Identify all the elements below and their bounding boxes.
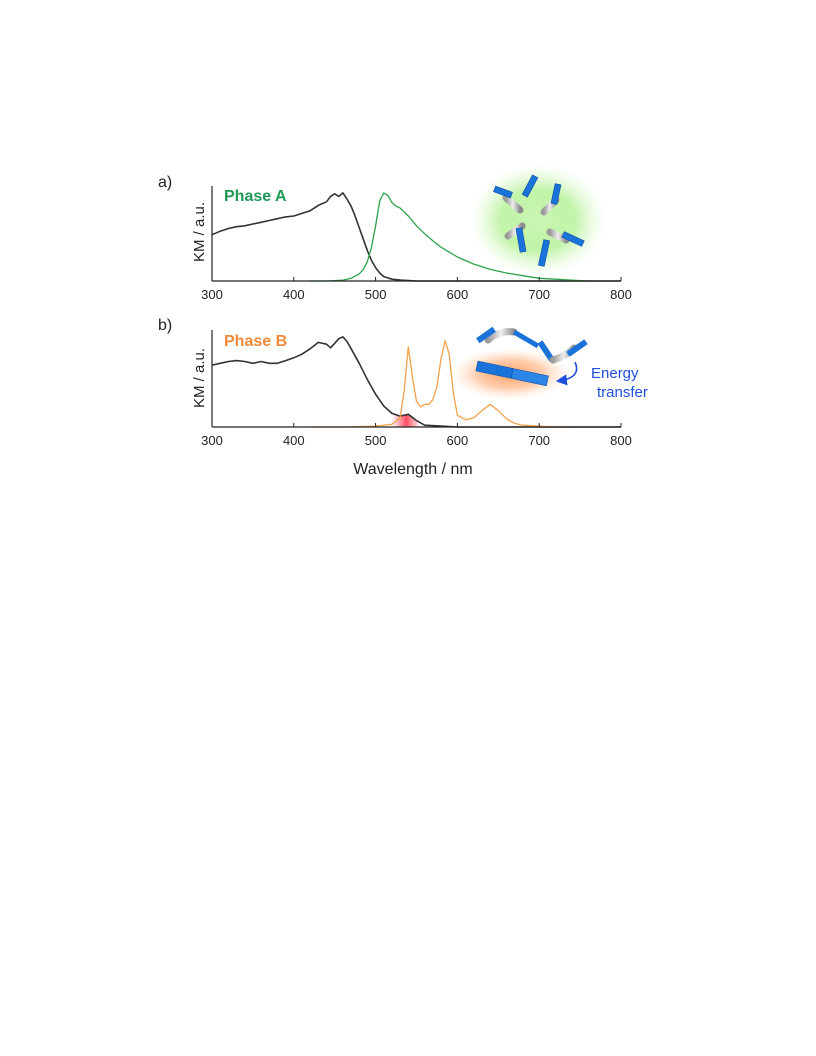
green-glow-molecule-icon bbox=[470, 164, 606, 276]
x-axis-label: Wavelength / nm bbox=[353, 461, 472, 478]
x-tick-label-a-300: 300 bbox=[201, 287, 223, 302]
panel-a: a) KM / a.u. 300 400 500 600 70 bbox=[158, 164, 632, 302]
panel-label-b: b) bbox=[158, 317, 172, 334]
x-tick-label-b-800: 800 bbox=[610, 433, 632, 448]
energy-transfer-arrow bbox=[555, 361, 578, 386]
plot-area-a: 300 400 500 600 700 800 bbox=[201, 186, 632, 302]
spectral-overlap-b bbox=[392, 413, 421, 427]
x-tick-label-a-600: 600 bbox=[447, 287, 469, 302]
emission-line-b bbox=[310, 339, 572, 428]
x-tick-label-b-600: 600 bbox=[447, 433, 469, 448]
x-tick-label-b-300: 300 bbox=[201, 433, 223, 448]
panel-b: b) KM / a.u. Energy transfer 300 400 500 60… bbox=[158, 317, 648, 478]
phase-b-title: Phase B bbox=[224, 333, 287, 350]
x-tick-label-b-500: 500 bbox=[365, 433, 387, 448]
x-tick-label-b-700: 700 bbox=[528, 433, 550, 448]
energy-transfer-molecule-icon bbox=[450, 326, 588, 400]
x-tick-label-a-400: 400 bbox=[283, 287, 305, 302]
energy-transfer-line-2: transfer bbox=[597, 384, 648, 401]
energy-transfer-label: Energy transfer bbox=[591, 365, 648, 401]
x-tick-label-a-700: 700 bbox=[528, 287, 550, 302]
y-axis-label-b: KM / a.u. bbox=[191, 348, 208, 408]
x-tick-label-a-500: 500 bbox=[365, 287, 387, 302]
x-tick-label-a-800: 800 bbox=[610, 287, 632, 302]
energy-transfer-line-1: Energy bbox=[591, 365, 639, 382]
y-axis-label-a: KM / a.u. bbox=[191, 202, 208, 262]
absorption-line-b bbox=[211, 336, 621, 428]
plot-area-b: 300 400 500 600 700 800 bbox=[201, 330, 632, 448]
panel-label-a: a) bbox=[158, 174, 172, 191]
x-tick-label-b-400: 400 bbox=[283, 433, 305, 448]
phase-a-title: Phase A bbox=[224, 188, 287, 205]
emission-line-a bbox=[310, 192, 589, 282]
